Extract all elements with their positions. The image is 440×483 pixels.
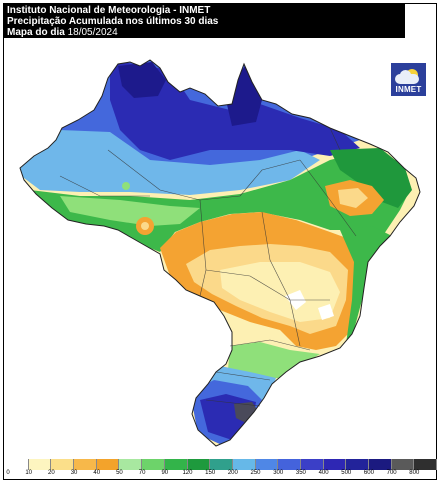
green-dot bbox=[122, 182, 130, 190]
legend-swatch bbox=[391, 459, 415, 470]
roraima-navy bbox=[118, 62, 166, 98]
northeast-teal bbox=[330, 148, 412, 208]
legend-tick-label: 90 bbox=[161, 470, 169, 476]
map-subtitle: Precipitação Acumulada nos últimos 30 di… bbox=[7, 16, 219, 27]
northeast-yellow bbox=[338, 188, 368, 208]
legend-swatch bbox=[255, 459, 279, 470]
legend-swatch bbox=[119, 459, 143, 470]
legend-swatch bbox=[300, 459, 324, 470]
legend-swatch bbox=[187, 459, 211, 470]
legend-tick-label: 400 bbox=[318, 470, 329, 476]
legend-swatch bbox=[414, 459, 438, 470]
legend-tick-label: 150 bbox=[205, 470, 216, 476]
legend-swatch bbox=[369, 459, 392, 470]
map-header: Instituto Nacional de Meteorologia - INM… bbox=[4, 4, 405, 38]
legend-swatch bbox=[96, 459, 120, 470]
legend-tick-label: 120 bbox=[182, 470, 193, 476]
amazon-light-blue bbox=[20, 130, 320, 195]
legend-tick-label: 70 bbox=[138, 470, 146, 476]
legend-tick-label: 30 bbox=[70, 470, 78, 476]
legend-tick-label: 300 bbox=[273, 470, 284, 476]
institute-title: Instituto Nacional de Meteorologia - INM… bbox=[7, 5, 211, 16]
legend-swatch bbox=[164, 459, 188, 470]
legend-tick-label: 10 bbox=[25, 470, 33, 476]
legend-tick-label: 200 bbox=[227, 470, 238, 476]
southeast-green bbox=[228, 342, 320, 380]
green-light-patch bbox=[60, 196, 200, 226]
white-dry-spot-2 bbox=[318, 304, 334, 320]
legend-swatch bbox=[51, 459, 75, 470]
map-date: 18/05/2024 bbox=[67, 27, 118, 38]
legend-tick-label: 250 bbox=[250, 470, 261, 476]
central-light-dry bbox=[220, 262, 340, 322]
legend-tick-label: 20 bbox=[48, 470, 55, 476]
legend-tick-label: 350 bbox=[295, 470, 306, 476]
legend-tick-label: 600 bbox=[363, 470, 374, 476]
color-legend bbox=[6, 459, 438, 470]
map-date-line: Mapa do dia 18/05/2024 bbox=[7, 27, 118, 38]
legend-tick-label: 50 bbox=[116, 470, 123, 476]
legend-tick-label: 0 bbox=[6, 470, 10, 476]
legend-swatch bbox=[278, 459, 301, 470]
legend-tick-label: 500 bbox=[341, 470, 352, 476]
cloud-icon-base bbox=[395, 74, 419, 84]
green-patch-core bbox=[141, 222, 149, 230]
legend-swatch bbox=[142, 459, 165, 470]
legend-swatch bbox=[6, 459, 29, 470]
legend-swatch bbox=[232, 459, 256, 470]
inmet-logo: INMET bbox=[390, 62, 427, 97]
legend-ticks: 0 10 20 30 40 50 70 90 120 150 200 250 300 350 400 500 6… bbox=[6, 470, 437, 480]
legend-swatch bbox=[210, 459, 233, 470]
amapa-navy bbox=[225, 64, 262, 126]
legend-swatch bbox=[323, 459, 347, 470]
central-green-band bbox=[30, 150, 410, 260]
legend-tick-label: 40 bbox=[93, 470, 101, 476]
legend-swatch bbox=[74, 459, 97, 470]
legend-tick-label: 800 bbox=[409, 470, 420, 476]
legend-swatch bbox=[28, 459, 52, 470]
state-borders bbox=[59, 127, 357, 407]
legend-tick-label: 700 bbox=[386, 470, 397, 476]
legend-swatch bbox=[346, 459, 369, 470]
logo-text: INMET bbox=[395, 85, 422, 94]
